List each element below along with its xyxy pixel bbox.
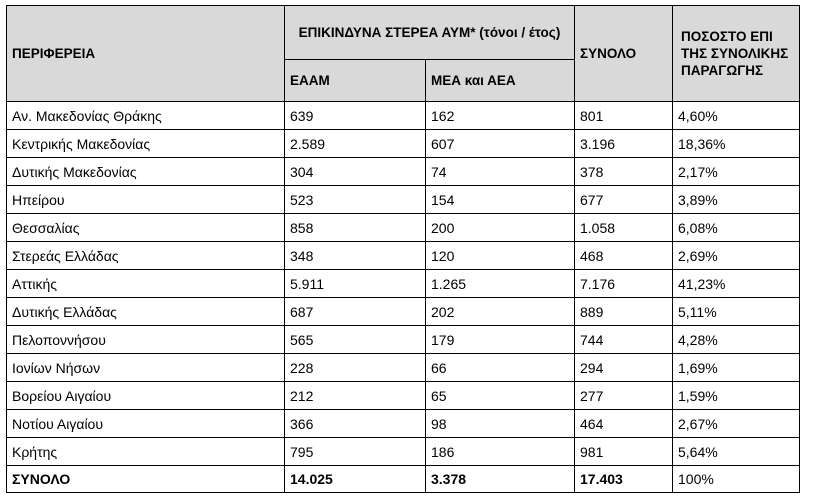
share-cell: 1,69% — [672, 353, 800, 382]
table-row: Κεντρικής Μακεδονίας 2.589 607 3.196 18,36% — [6, 129, 800, 158]
totals-mea: 3.378 — [425, 465, 575, 493]
share-cell: 4,28% — [672, 325, 800, 354]
table-row: Αν. Μακεδονίας Θράκης 639 162 801 4,60% — [6, 101, 800, 130]
mea-cell: 98 — [425, 409, 575, 438]
table-row: Δυτικής Ελλάδας 687 202 889 5,11% — [6, 297, 800, 326]
total-cell: 468 — [574, 241, 673, 270]
header-region: ΠΕΡΙΦΕΡΕΙΑ — [6, 5, 285, 102]
table-row: Κρήτης 795 186 981 5,64% — [6, 437, 800, 466]
region-cell: Δυτικής Ελλάδας — [6, 297, 285, 326]
eaam-cell: 565 — [284, 325, 426, 354]
table-row: Αττικής 5.911 1.265 7.176 41,23% — [6, 269, 800, 298]
eaam-cell: 304 — [284, 157, 426, 186]
total-cell: 889 — [574, 297, 673, 326]
share-cell: 2,69% — [672, 241, 800, 270]
totals-label: ΣΥΝΟΛΟ — [6, 465, 285, 493]
mea-cell: 120 — [425, 241, 575, 270]
eaam-cell: 5.911 — [284, 269, 426, 298]
region-cell: Θεσσαλίας — [6, 213, 285, 242]
region-cell: Στερεάς Ελλάδας — [6, 241, 285, 270]
mea-cell: 74 — [425, 157, 575, 186]
region-cell: Πελοποννήσου — [6, 325, 285, 354]
totals-total: 17.403 — [574, 465, 673, 493]
table-row: Βορείου Αιγαίου 212 65 277 1,59% — [6, 381, 800, 410]
region-cell: Νοτίου Αιγαίου — [6, 409, 285, 438]
share-cell: 3,89% — [672, 185, 800, 214]
mea-cell: 179 — [425, 325, 575, 354]
mea-cell: 154 — [425, 185, 575, 214]
total-cell: 277 — [574, 381, 673, 410]
share-cell: 2,67% — [672, 409, 800, 438]
table-row: Δυτικής Μακεδονίας 304 74 378 2,17% — [6, 157, 800, 186]
share-cell: 5,64% — [672, 437, 800, 466]
total-cell: 744 — [574, 325, 673, 354]
header-share: ΠΟΣΟΣΤΟ ΕΠΙ ΤΗΣ ΣΥΝΟΛΙΚΗΣ ΠΑΡΑΓΩΓΗΣ — [672, 5, 800, 102]
share-cell: 41,23% — [672, 269, 800, 298]
region-cell: Δυτικής Μακεδονίας — [6, 157, 285, 186]
waste-table: ΠΕΡΙΦΕΡΕΙΑ ΕΠΙΚΙΝΔΥΝΑ ΣΤΕΡΕΑ ΑΥΜ* (τόνοι… — [6, 5, 800, 493]
total-cell: 3.196 — [574, 129, 673, 158]
eaam-cell: 795 — [284, 437, 426, 466]
share-cell: 1,59% — [672, 381, 800, 410]
mea-cell: 607 — [425, 129, 575, 158]
total-cell: 294 — [574, 353, 673, 382]
eaam-cell: 523 — [284, 185, 426, 214]
totals-row: ΣΥΝΟΛΟ 14.025 3.378 17.403 100% — [6, 465, 800, 493]
eaam-cell: 348 — [284, 241, 426, 270]
eaam-cell: 639 — [284, 101, 426, 130]
region-cell: Κεντρικής Μακεδονίας — [6, 129, 285, 158]
mea-cell: 66 — [425, 353, 575, 382]
table-row: Ηπείρου 523 154 677 3,89% — [6, 185, 800, 214]
region-cell: Ηπείρου — [6, 185, 285, 214]
eaam-cell: 687 — [284, 297, 426, 326]
table-row: Πελοποννήσου 565 179 744 4,28% — [6, 325, 800, 354]
total-cell: 7.176 — [574, 269, 673, 298]
share-cell: 5,11% — [672, 297, 800, 326]
totals-eaam: 14.025 — [284, 465, 426, 493]
region-cell: Αν. Μακεδονίας Θράκης — [6, 101, 285, 130]
header-mea: ΜΕΑ και ΑΕΑ — [425, 59, 575, 102]
mea-cell: 162 — [425, 101, 575, 130]
mea-cell: 65 — [425, 381, 575, 410]
header-hazardous-solids: ΕΠΙΚΙΝΔΥΝΑ ΣΤΕΡΕΑ ΑΥΜ* (τόνοι / έτος) — [284, 5, 575, 60]
total-cell: 801 — [574, 101, 673, 130]
region-cell: Βορείου Αιγαίου — [6, 381, 285, 410]
eaam-cell: 212 — [284, 381, 426, 410]
mea-cell: 186 — [425, 437, 575, 466]
mea-cell: 1.265 — [425, 269, 575, 298]
mea-cell: 200 — [425, 213, 575, 242]
total-cell: 378 — [574, 157, 673, 186]
total-cell: 677 — [574, 185, 673, 214]
table-row: Στερεάς Ελλάδας 348 120 468 2,69% — [6, 241, 800, 270]
eaam-cell: 2.589 — [284, 129, 426, 158]
share-cell: 18,36% — [672, 129, 800, 158]
region-cell: Κρήτης — [6, 437, 285, 466]
region-cell: Αττικής — [6, 269, 285, 298]
header-total: ΣΥΝΟΛΟ — [574, 5, 673, 102]
header-eaam: ΕΑΑΜ — [284, 59, 426, 102]
share-cell: 4,60% — [672, 101, 800, 130]
total-cell: 464 — [574, 409, 673, 438]
total-cell: 1.058 — [574, 213, 673, 242]
mea-cell: 202 — [425, 297, 575, 326]
total-cell: 981 — [574, 437, 673, 466]
totals-share: 100% — [672, 465, 800, 493]
share-cell: 2,17% — [672, 157, 800, 186]
share-cell: 6,08% — [672, 213, 800, 242]
table-row: Νοτίου Αιγαίου 366 98 464 2,67% — [6, 409, 800, 438]
eaam-cell: 858 — [284, 213, 426, 242]
eaam-cell: 228 — [284, 353, 426, 382]
table-row: Ιονίων Νήσων 228 66 294 1,69% — [6, 353, 800, 382]
eaam-cell: 366 — [284, 409, 426, 438]
table-row: Θεσσαλίας 858 200 1.058 6,08% — [6, 213, 800, 242]
region-cell: Ιονίων Νήσων — [6, 353, 285, 382]
